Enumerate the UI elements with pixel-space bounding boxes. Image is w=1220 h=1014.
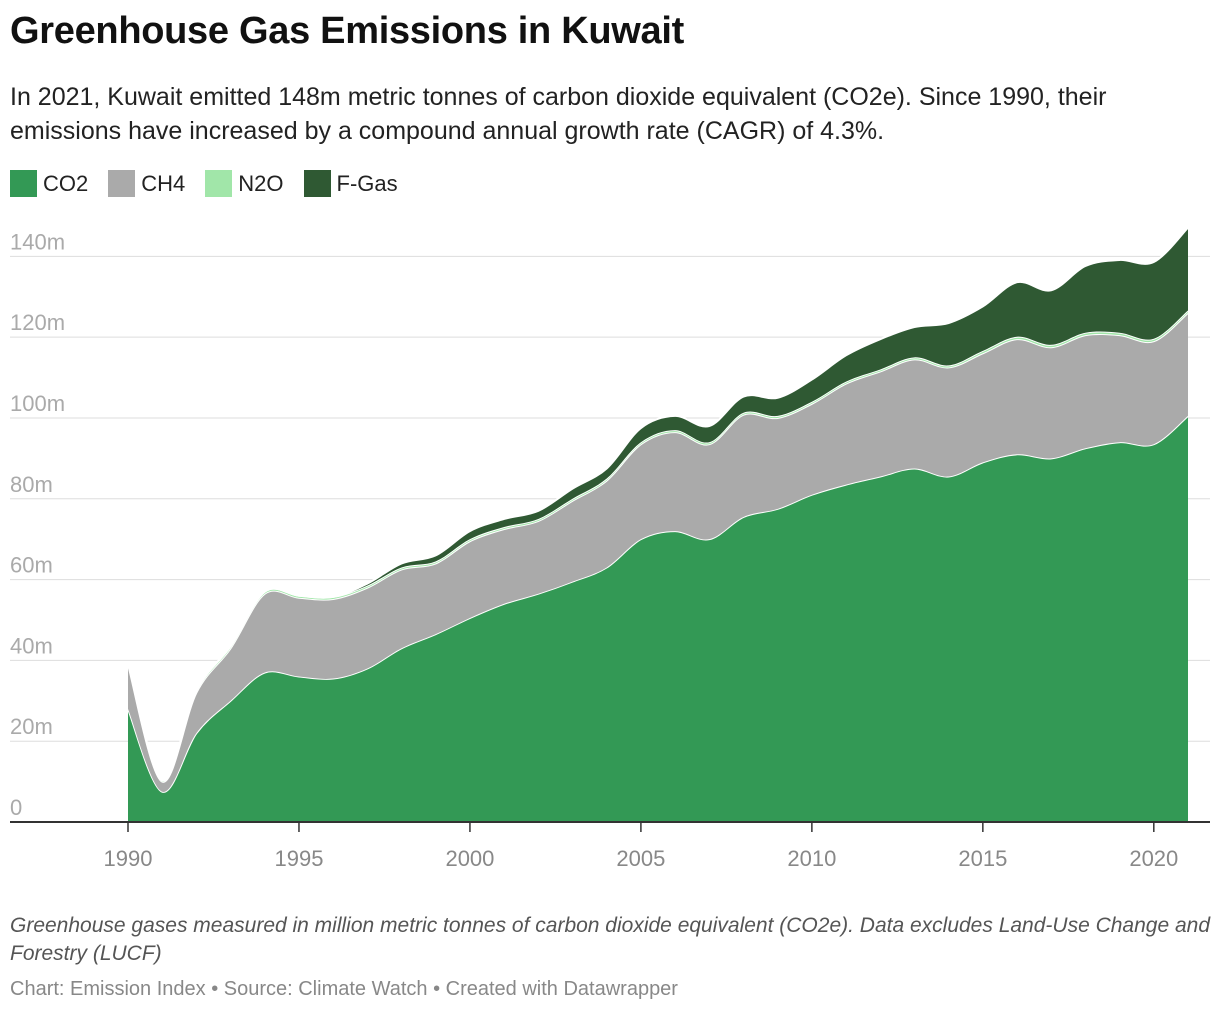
legend: CO2 CH4 N2O F-Gas	[10, 170, 418, 197]
chart-subtitle: In 2021, Kuwait emitted 148m metric tonn…	[10, 83, 1107, 145]
legend-item-ch4: CH4	[108, 170, 185, 197]
area-series	[127, 226, 1189, 822]
y-tick-label: 80m	[10, 472, 53, 497]
x-tick-label: 1995	[274, 846, 323, 871]
y-tick-label: 20m	[10, 714, 53, 739]
legend-label-co2: CO2	[43, 170, 89, 196]
y-tick-label: 0	[10, 795, 22, 820]
y-tick-label: 60m	[10, 553, 53, 578]
y-tick-label: 120m	[10, 310, 65, 335]
y-tick-label: 140m	[10, 229, 65, 254]
legend-item-n2o: N2O	[205, 170, 284, 197]
chart-title: Greenhouse Gas Emissions in Kuwait	[10, 10, 684, 52]
chart-byline: Chart: Emission Index • Source: Climate …	[10, 978, 678, 1000]
y-tick-label: 100m	[10, 391, 65, 416]
area-ch4	[128, 312, 1188, 792]
area-edge-co2	[127, 415, 1189, 793]
x-tick-label: 2020	[1129, 846, 1178, 871]
area-fgas	[128, 227, 1188, 781]
x-tick-label: 2005	[616, 846, 665, 871]
x-tick-label: 2015	[958, 846, 1007, 871]
axes: 0 20m 40m 60m 80m 100m 120m 140m 1990 1995 2000 200…	[10, 229, 1210, 871]
legend-item-fgas: F-Gas	[303, 170, 398, 197]
legend-swatch-fgas	[303, 170, 331, 197]
area-edge-fgas	[127, 226, 1189, 782]
x-tick-label: 1990	[104, 846, 153, 871]
legend-swatch-ch4	[108, 170, 136, 197]
legend-label-n2o: N2O	[238, 170, 284, 196]
x-tick-label: 2000	[445, 846, 494, 871]
x-tick-label: 2010	[787, 846, 836, 871]
legend-label-ch4: CH4	[141, 170, 186, 196]
y-tick-label: 40m	[10, 633, 53, 658]
legend-swatch-co2	[10, 170, 37, 197]
legend-swatch-n2o	[205, 170, 233, 197]
area-co2	[128, 415, 1188, 822]
legend-label-fgas: F-Gas	[336, 170, 398, 196]
chart-note: Greenhouse gases measured in million met…	[10, 914, 1211, 965]
stacked-area-chart: 0 20m 40m 60m 80m 100m 120m 140m 1990 1995 2000 200…	[10, 226, 1210, 871]
legend-item-co2: CO2	[10, 170, 88, 197]
